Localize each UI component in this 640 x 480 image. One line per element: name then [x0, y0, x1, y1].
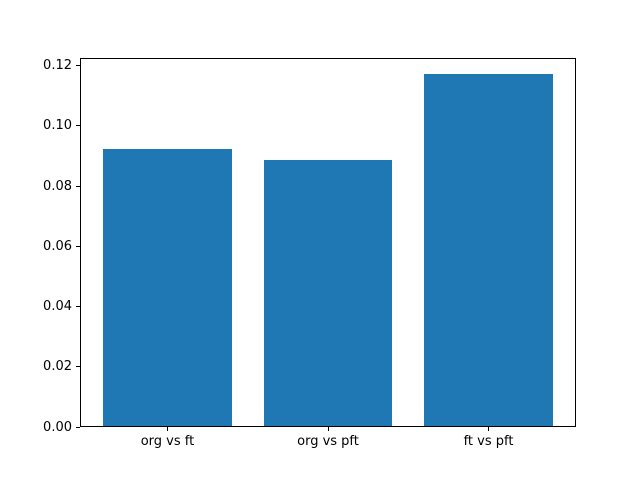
bar-ft-vs-pft — [424, 74, 553, 427]
x-tick-mark — [166, 427, 168, 432]
x-tick-mark — [488, 427, 490, 432]
bar-org-vs-ft — [103, 149, 232, 427]
y-tick-label: 0.08 — [43, 178, 72, 194]
y-tick-label: 0.06 — [43, 238, 72, 254]
y-tick-mark — [76, 245, 80, 247]
y-tick-label: 0.02 — [43, 359, 72, 375]
plot-area — [80, 57, 576, 428]
x-tick-label: org vs pft — [297, 434, 359, 450]
y-tick-label: 0.12 — [43, 57, 72, 73]
y-tick-label: 0.10 — [43, 118, 72, 134]
y-tick-mark — [76, 426, 80, 428]
x-tick-label: ft vs pft — [463, 434, 514, 450]
x-tick-mark — [327, 427, 329, 432]
y-tick-mark — [76, 366, 80, 368]
y-tick-mark — [76, 185, 80, 187]
bar-org-vs-pft — [263, 160, 393, 427]
x-tick-label: org vs ft — [140, 434, 195, 450]
y-tick-label: 0.00 — [43, 419, 72, 435]
y-tick-label: 0.04 — [43, 299, 72, 315]
y-tick-mark — [76, 64, 80, 66]
y-tick-mark — [76, 125, 80, 127]
y-tick-mark — [76, 306, 80, 308]
